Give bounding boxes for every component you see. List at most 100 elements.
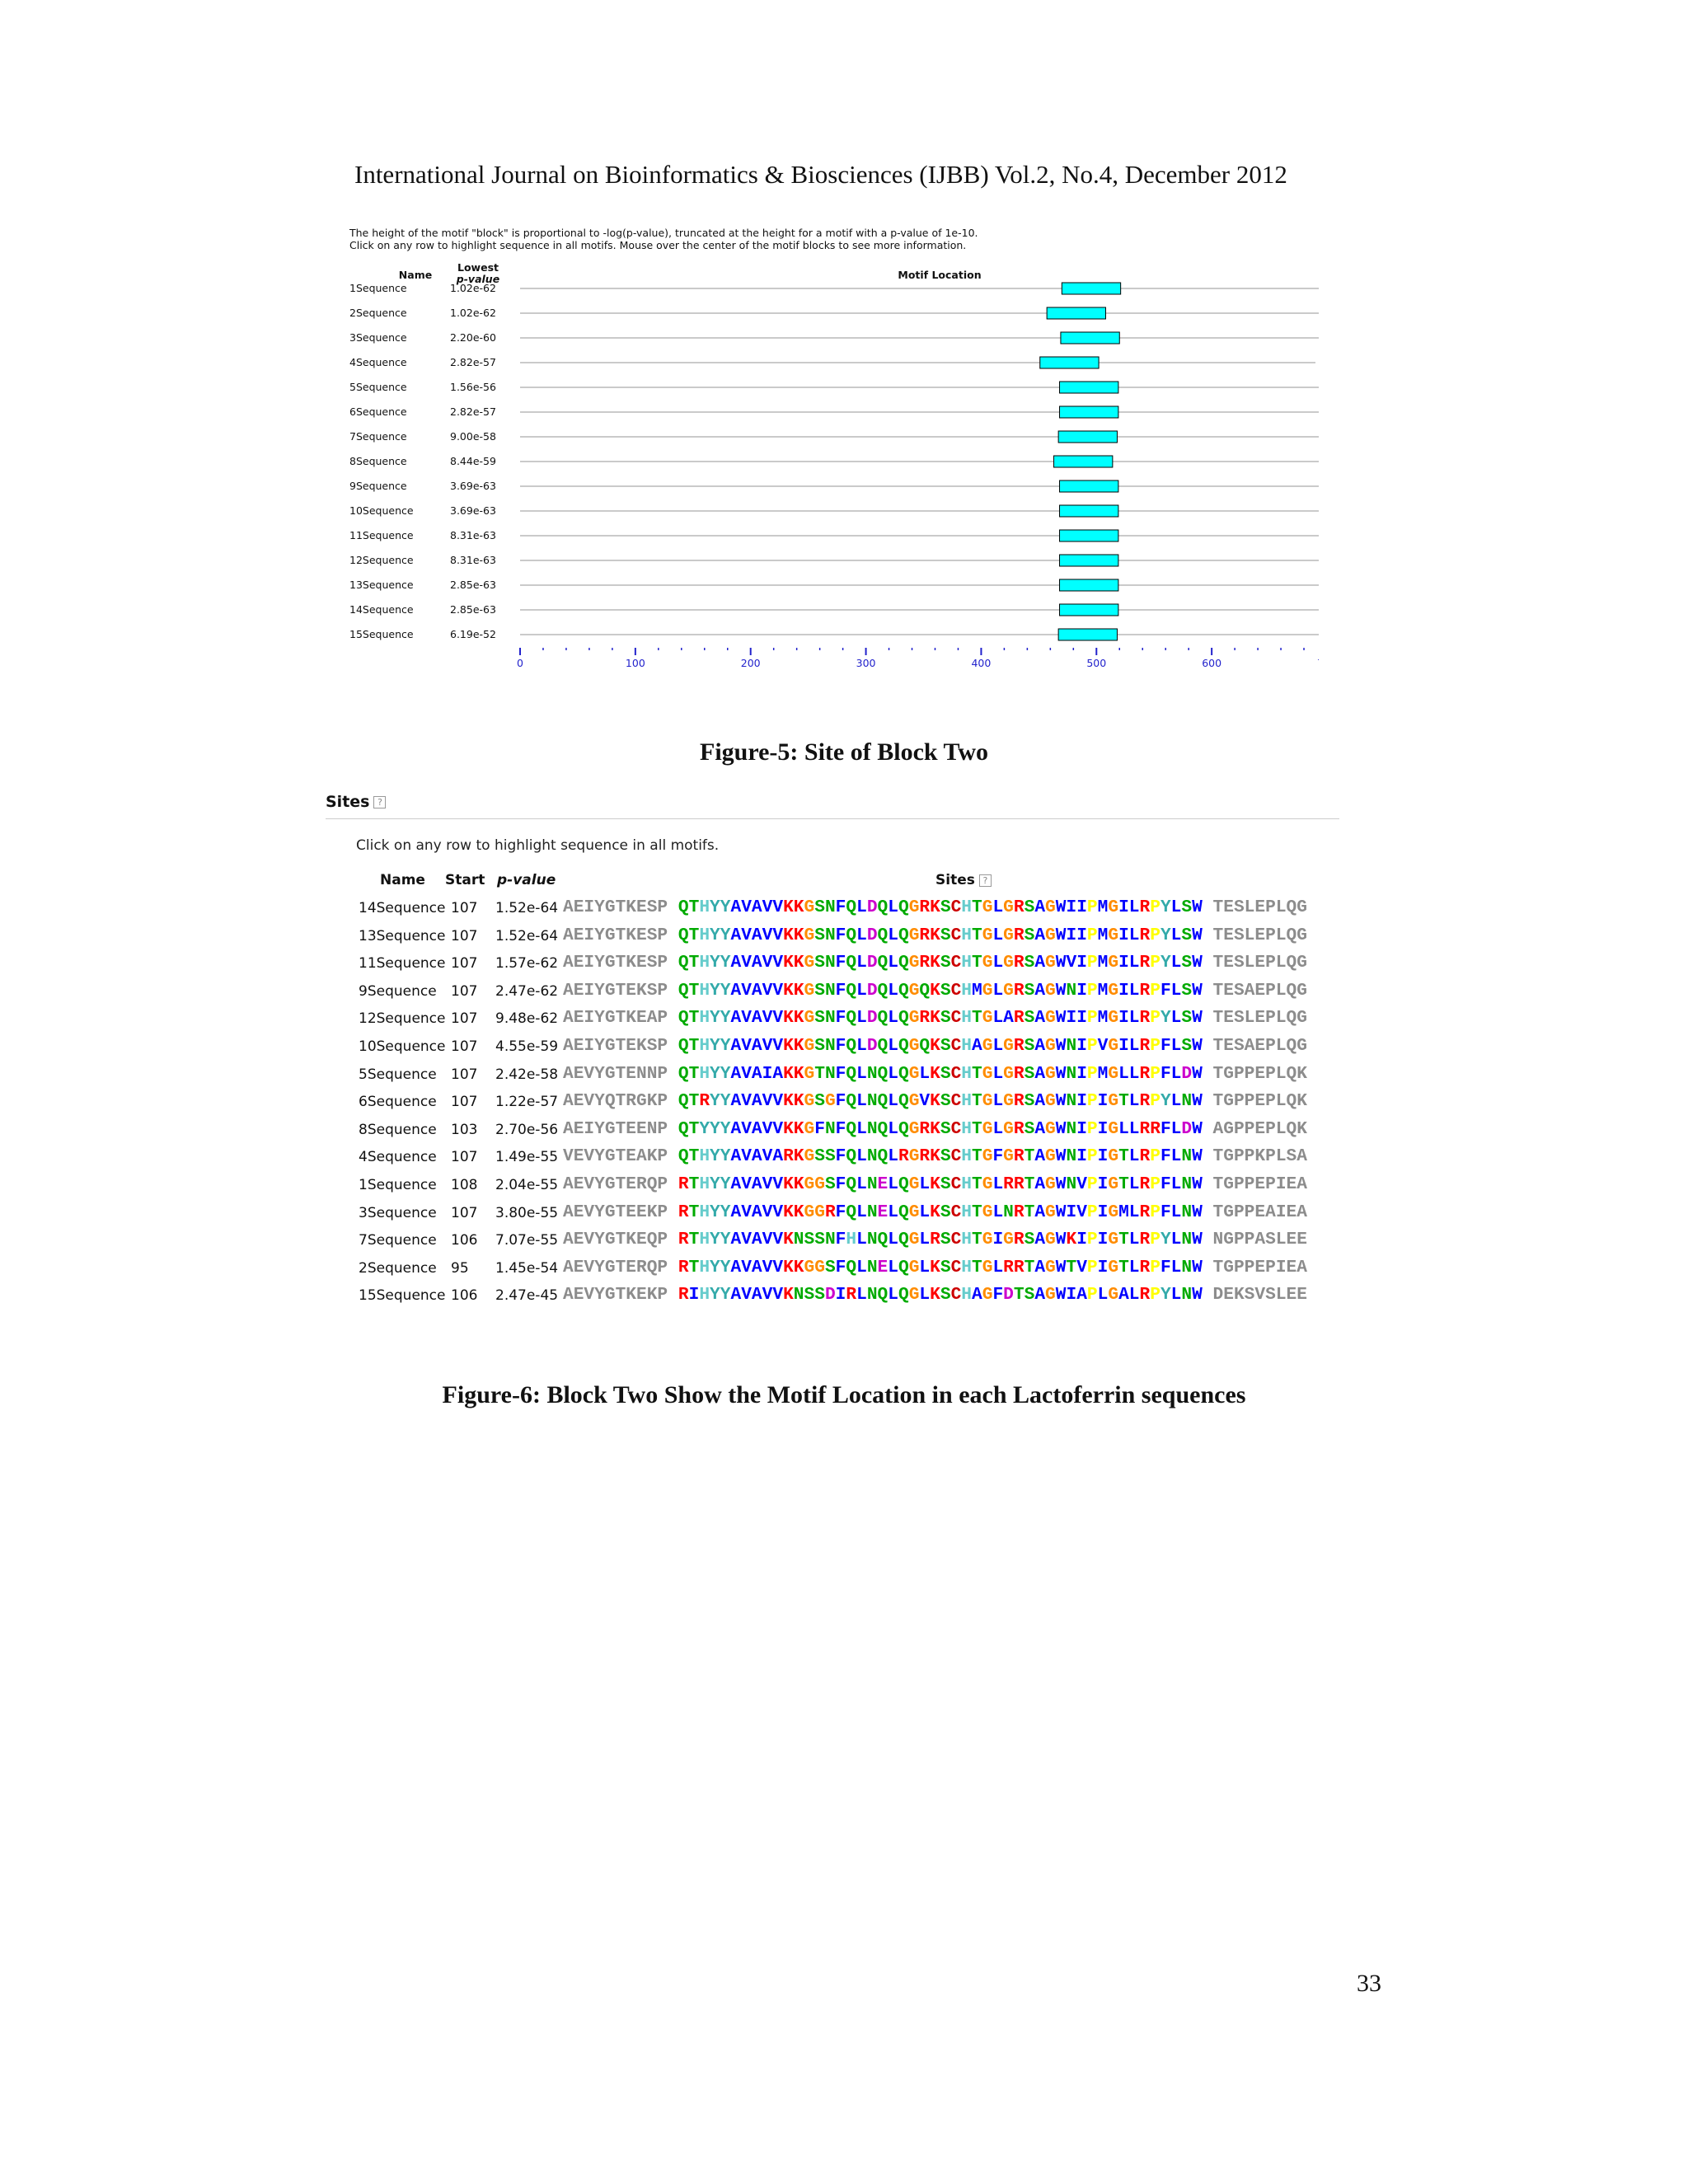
residue: N [1181, 1146, 1193, 1167]
site-row[interactable]: 8Sequence 103 2.70e-56 AEIYGTEENP QTYYYAVAV… [326, 1117, 1339, 1145]
site-row[interactable]: 3Sequence 107 3.80e-55 AEVYGTEEKP RTHYYAVAV… [326, 1200, 1339, 1228]
motif-block[interactable] [1059, 480, 1119, 493]
residue: I [1076, 1063, 1087, 1084]
motif-block[interactable] [1057, 628, 1118, 641]
site-row[interactable]: 15Sequence 106 2.47e-45 AEVYGTKEKP RIHYYAVA… [326, 1282, 1339, 1310]
site-row[interactable]: 1Sequence 108 2.04e-55 AEVYGTERQP RTHYYAVAV… [326, 1172, 1339, 1200]
right-flank: TESLEPLQG [1212, 925, 1307, 945]
residue: Q [898, 953, 909, 973]
site-row[interactable]: 14Sequence 107 1.52e-64 AEIYGTKESP QTHYYAVA… [326, 895, 1339, 923]
residue: N [824, 1118, 836, 1139]
motif-row-name: 14Sequence [349, 603, 414, 616]
motif-block[interactable] [1059, 554, 1119, 567]
residue: N [866, 1230, 878, 1250]
left-flank: AEIYGTEKSP [563, 1036, 668, 1056]
residue: Y [720, 898, 731, 917]
residue: G [814, 1257, 825, 1277]
residue: I [1097, 1118, 1109, 1139]
site-row[interactable]: 13Sequence 107 1.52e-64 AEIYGTKESP QTHYYAVA… [326, 923, 1339, 951]
residue: W [1055, 1174, 1067, 1194]
residue: Q [898, 980, 909, 1001]
motif-row[interactable]: 15Sequence 6.19e-52 [346, 621, 1319, 646]
motif-block[interactable] [1061, 282, 1122, 295]
motif-block[interactable] [1059, 579, 1119, 592]
site-row[interactable]: 10Sequence 107 4.55e-59 AEIYGTEKSP QTHYYAVA… [326, 1033, 1339, 1062]
motif-row[interactable]: 1Sequence 1.02e-62 [346, 275, 1319, 300]
motif-block[interactable] [1059, 529, 1119, 542]
motif-row[interactable]: 9Sequence 3.69e-63 [346, 473, 1319, 498]
residue: H [699, 953, 710, 973]
motif-block[interactable] [1057, 430, 1118, 443]
motif-block[interactable] [1046, 307, 1106, 320]
motif-row[interactable]: 8Sequence 8.44e-59 [346, 448, 1319, 473]
residue: L [1128, 1202, 1140, 1222]
residue: H [699, 980, 710, 1001]
residue: L [1128, 1091, 1140, 1112]
motif-row-name: 6Sequence [349, 405, 407, 418]
residue: Y [710, 1036, 720, 1056]
motif-block[interactable] [1039, 356, 1100, 369]
residue: Q [846, 1036, 857, 1056]
site-row-name: 3Sequence [359, 1204, 437, 1221]
residue: Y [710, 980, 720, 1001]
motif-row[interactable]: 7Sequence 9.00e-58 [346, 424, 1319, 448]
residue: W [1192, 953, 1203, 973]
site-row[interactable]: 9Sequence 107 2.47e-62 AEIYGTEKSP QTHYYAVAV… [326, 978, 1339, 1006]
site-row[interactable]: 4Sequence 107 1.49e-55 VEVYGTEAKP QTHYYAVAV… [326, 1144, 1339, 1172]
motif-block[interactable] [1059, 405, 1119, 419]
column-header-name: Name [398, 269, 433, 281]
motif-row[interactable]: 3Sequence 2.20e-60 [346, 325, 1319, 349]
site-row[interactable]: 7Sequence 106 7.07e-55 AEVYGTKEQP RTHYYAVAV… [326, 1227, 1339, 1255]
motif-block[interactable] [1059, 504, 1119, 518]
site-row-start: 107 [451, 982, 478, 1000]
motif-row[interactable]: 6Sequence 2.82e-57 [346, 399, 1319, 424]
residue: W [1192, 1118, 1203, 1139]
residue: G [908, 1036, 920, 1056]
residue: W [1055, 980, 1067, 1001]
residue: Q [846, 925, 857, 945]
motif-block[interactable] [1059, 603, 1119, 616]
residue: P [1150, 1063, 1160, 1084]
residue: R [1139, 1091, 1151, 1112]
site-row[interactable]: 5Sequence 107 2.42e-58 AEVYGTENNP QTHYYAVAI… [326, 1062, 1339, 1090]
residue: L [1170, 1118, 1182, 1139]
site-row[interactable]: 11Sequence 107 1.57e-62 AEIYGTKESP QTHYYAVA… [326, 950, 1339, 978]
site-row[interactable]: 6Sequence 107 1.22e-57 AEVYQTRGKP QTRYYAVAV… [326, 1089, 1339, 1117]
motif-row[interactable]: 14Sequence 2.85e-63 [346, 597, 1319, 621]
motif-block[interactable] [1060, 331, 1120, 344]
motif-block[interactable] [1059, 381, 1119, 394]
help-icon[interactable]: ? [373, 796, 387, 808]
motif-row[interactable]: 13Sequence 2.85e-63 [346, 572, 1319, 597]
residue: G [908, 1146, 920, 1167]
motif-row[interactable]: 12Sequence 8.31e-63 [346, 547, 1319, 572]
motif-row[interactable]: 11Sequence 8.31e-63 [346, 523, 1319, 547]
motif-row[interactable]: 10Sequence 3.69e-63 [346, 498, 1319, 523]
site-row-name: 14Sequence [359, 900, 446, 916]
residue: Y [1160, 925, 1171, 945]
motif-block[interactable] [1053, 455, 1114, 468]
motif-site: QTHYYAVAIAKKGTNFQLNQLQGLKSCHTGLGRSAGWNIP… [678, 1064, 1203, 1084]
residue: K [930, 1146, 940, 1167]
residue: S [814, 1285, 825, 1305]
residue: Q [898, 1257, 909, 1277]
site-row[interactable]: 12Sequence 107 9.48e-62 AEIYGTKEAP QTHYYAVA… [326, 1005, 1339, 1033]
site-row[interactable]: 2Sequence 95 1.45e-54 AEVYGTERQP RTHYYAVAVV… [326, 1255, 1339, 1283]
residue: K [783, 1202, 794, 1222]
motif-row[interactable]: 5Sequence 1.56e-56 [346, 374, 1319, 399]
residue: S [1181, 1036, 1193, 1056]
site-row-name: 11Sequence [359, 955, 446, 972]
residue: T [1024, 1146, 1035, 1167]
sites-help-icon[interactable]: ? [978, 874, 992, 887]
motif-row[interactable]: 4Sequence 2.82e-57 [346, 349, 1319, 374]
residue: L [992, 1091, 1004, 1112]
motif-row[interactable]: 2Sequence 1.02e-62 [346, 300, 1319, 325]
residue: V [762, 1091, 773, 1112]
residue: Q [846, 1063, 857, 1084]
residue: Y [1160, 898, 1171, 917]
residue: A [730, 1174, 742, 1194]
site-sequence: AEIYGTKESP QTHYYAVAVVKKGSNFQLDQLQGRKSCHT… [563, 953, 1307, 972]
site-row-start: 107 [451, 1094, 478, 1111]
residue: H [961, 898, 972, 917]
residue: A [751, 1063, 762, 1084]
sites-hint: Click on any row to highlight sequence i… [356, 837, 720, 854]
